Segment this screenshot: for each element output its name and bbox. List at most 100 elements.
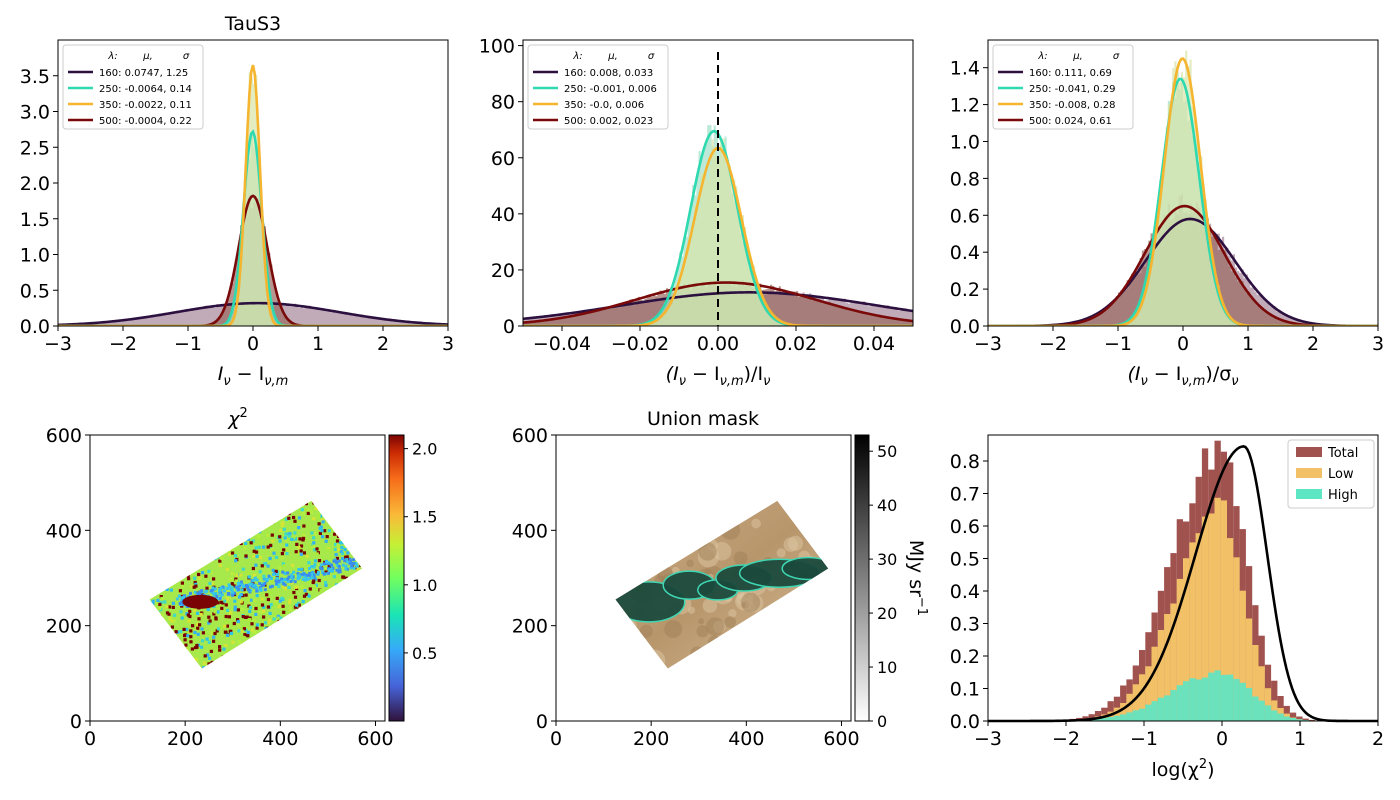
colorbar-tick-label: 0.5 bbox=[412, 644, 437, 663]
chi2-pixel bbox=[227, 615, 231, 619]
chi2-filament-pixel bbox=[343, 559, 347, 563]
legend-header: λ: bbox=[107, 51, 117, 62]
y-tick-label: 20 bbox=[491, 260, 515, 282]
histogram-bar-Low bbox=[1139, 674, 1146, 721]
chi2-filament-pixel bbox=[244, 584, 248, 587]
chi2-pixel bbox=[196, 632, 200, 636]
chi2-pixel bbox=[165, 605, 169, 609]
chi2-pixel bbox=[312, 536, 316, 540]
chi2-filament-pixel bbox=[251, 579, 255, 583]
chi2-filament-pixel bbox=[286, 580, 290, 583]
chi2-pixel bbox=[245, 615, 249, 619]
chi2-pixel bbox=[302, 533, 306, 537]
chi2-pixel bbox=[303, 589, 307, 593]
chi2-pixel bbox=[189, 640, 193, 644]
chi2-pixel bbox=[274, 555, 279, 559]
chi2-pixel bbox=[272, 614, 276, 618]
chi2-pixel bbox=[151, 599, 155, 603]
histogram-bar-Total bbox=[1094, 711, 1102, 721]
legend-swatch-Total bbox=[1296, 447, 1322, 457]
chi2-filament-pixel bbox=[223, 589, 226, 593]
legend-entry: 500: 0.024, 0.61 bbox=[1029, 116, 1112, 127]
chi2-pixel bbox=[281, 604, 285, 608]
chi2-pixel bbox=[335, 556, 339, 561]
colorbar-tick-label: 10 bbox=[877, 658, 897, 677]
histogram-bar-Total bbox=[1308, 719, 1316, 721]
legend-header: μ, bbox=[1072, 51, 1083, 62]
chi2-pixel bbox=[357, 563, 361, 567]
chi2-pixel bbox=[295, 585, 299, 589]
chi2-pixel bbox=[195, 621, 199, 625]
chi2-pixel bbox=[242, 627, 246, 631]
chi2-pixel bbox=[309, 546, 313, 550]
y-tick-label: 2.0 bbox=[20, 173, 50, 195]
chi2-pixel bbox=[216, 610, 220, 614]
chi2-pixel bbox=[202, 666, 206, 669]
chi2-pixel bbox=[186, 634, 190, 638]
chi2-pixel bbox=[325, 535, 329, 539]
x-tick-label: 200 bbox=[633, 728, 669, 750]
chi2-filament-pixel bbox=[296, 574, 300, 578]
chi2-pixel bbox=[335, 539, 340, 543]
legend-header: σ bbox=[183, 51, 190, 62]
y-tick-label: 3.0 bbox=[20, 102, 50, 124]
chi2-pixel bbox=[315, 547, 319, 551]
chi2-pixel bbox=[233, 605, 237, 609]
panel-1-title: TauS3 bbox=[224, 13, 281, 35]
chi2-pixel bbox=[313, 548, 317, 552]
histogram-bar-Low bbox=[1227, 538, 1234, 721]
chi2-filament-pixel bbox=[239, 593, 243, 597]
y-tick-label: 0.5 bbox=[950, 549, 980, 571]
chi2-filament-pixel bbox=[289, 580, 293, 583]
chi2-filament-pixel bbox=[349, 566, 353, 570]
chi2-pixel bbox=[246, 630, 250, 635]
x-tick-label: 3 bbox=[1372, 333, 1384, 355]
panel-1-xlabel: Iν − Iν,m bbox=[218, 363, 289, 389]
chi2-pixel bbox=[158, 602, 162, 606]
chi2-pixel bbox=[209, 625, 213, 629]
chi2-pixel bbox=[312, 544, 316, 548]
chi2-pixel bbox=[196, 611, 200, 615]
chi2-filament-pixel bbox=[263, 581, 267, 585]
chi2-filament-pixel bbox=[337, 559, 341, 563]
chi2-pixel bbox=[297, 601, 301, 605]
chi2-pixel bbox=[161, 613, 165, 617]
chi2-pixel bbox=[250, 628, 255, 632]
chi2-filament-pixel bbox=[247, 588, 251, 592]
chi2-pixel bbox=[206, 607, 210, 612]
chi2-pixel bbox=[271, 578, 275, 582]
x-tick-label: 0 bbox=[1177, 333, 1189, 355]
histogram-bar-High bbox=[1151, 701, 1158, 721]
x-tick-label: 0.04 bbox=[853, 333, 895, 355]
panel-4-colorbar bbox=[388, 434, 405, 722]
chi2-pixel bbox=[239, 573, 243, 577]
chi2-pixel bbox=[247, 618, 252, 622]
legend-entry: 160: 0.111, 0.69 bbox=[1029, 68, 1112, 79]
chi2-pixel bbox=[248, 605, 252, 610]
dust-texture bbox=[702, 598, 718, 613]
histogram-bar-High bbox=[1195, 679, 1202, 721]
chi2-pixel bbox=[257, 610, 261, 614]
chi2-pixel bbox=[246, 537, 251, 541]
chi2-pixel bbox=[253, 630, 257, 634]
chi2-filament-pixel bbox=[308, 576, 312, 580]
chi2-pixel bbox=[280, 552, 284, 556]
legend-entry-High: High bbox=[1328, 488, 1358, 503]
chi2-pixel bbox=[224, 603, 228, 607]
chi2-pixel bbox=[306, 508, 310, 512]
chi2-pixel bbox=[255, 626, 259, 630]
chi2-pixel bbox=[230, 586, 234, 590]
chi2-filament-pixel bbox=[274, 579, 278, 583]
fit-curve-350 bbox=[988, 57, 1378, 326]
y-tick-label: 0.4 bbox=[950, 242, 980, 264]
chi2-pixel bbox=[199, 612, 203, 617]
chi2-pixel bbox=[302, 524, 306, 528]
dust-texture bbox=[776, 548, 786, 558]
chi2-filament-pixel bbox=[266, 577, 269, 581]
chi2-pixel bbox=[305, 554, 309, 558]
chi2-pixel bbox=[229, 631, 234, 635]
chi2-pixel bbox=[252, 573, 256, 578]
chi2-pixel bbox=[193, 576, 197, 580]
fit-curve-250 bbox=[988, 77, 1378, 326]
